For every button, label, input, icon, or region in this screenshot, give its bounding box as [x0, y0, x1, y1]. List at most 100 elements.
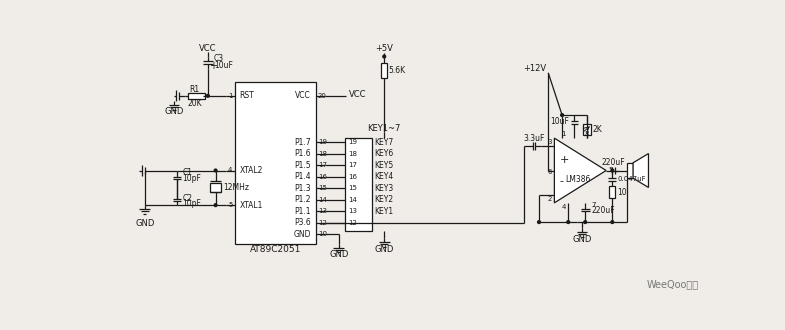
Text: R1: R1	[190, 85, 200, 94]
Text: RST: RST	[239, 91, 254, 100]
Text: VCC: VCC	[349, 90, 367, 99]
Text: 10pF: 10pF	[182, 174, 201, 183]
Text: 18: 18	[318, 150, 327, 156]
Text: VCC: VCC	[295, 91, 311, 100]
Text: KEY1: KEY1	[374, 207, 393, 216]
Text: 17: 17	[348, 162, 357, 168]
Text: 20: 20	[318, 93, 327, 99]
Text: 5: 5	[608, 168, 613, 174]
Text: 10uF: 10uF	[550, 117, 569, 126]
Text: KEY6: KEY6	[374, 149, 393, 158]
Text: GND: GND	[572, 235, 592, 244]
Bar	[188, 93, 205, 99]
Text: 20K: 20K	[188, 99, 202, 108]
Text: 1: 1	[561, 131, 566, 137]
Text: P1.5: P1.5	[294, 161, 311, 170]
Text: GND: GND	[164, 108, 184, 116]
Bar	[235, 82, 316, 244]
Circle shape	[383, 55, 385, 58]
Text: AT89C2051: AT89C2051	[250, 245, 301, 254]
Bar	[210, 183, 221, 192]
Text: 1: 1	[228, 93, 232, 99]
Text: 5: 5	[228, 202, 232, 208]
Text: P3.6: P3.6	[294, 218, 311, 227]
Bar	[583, 124, 590, 135]
Text: 12: 12	[348, 220, 357, 226]
Text: +12V: +12V	[523, 64, 546, 73]
Text: 16: 16	[318, 174, 327, 180]
Text: 19: 19	[318, 139, 327, 145]
Text: P1.2: P1.2	[294, 195, 311, 204]
Text: C1: C1	[182, 168, 192, 177]
Text: 4: 4	[561, 204, 566, 210]
Text: 14: 14	[318, 197, 327, 203]
Text: 15: 15	[318, 185, 327, 191]
Text: 10: 10	[318, 231, 327, 237]
Text: 18: 18	[348, 150, 357, 156]
Text: P1.3: P1.3	[294, 184, 311, 193]
Text: 220uF: 220uF	[591, 206, 615, 215]
Text: 0.047uF: 0.047uF	[618, 176, 646, 182]
Bar	[382, 63, 387, 78]
Polygon shape	[554, 138, 606, 203]
Text: 14: 14	[348, 197, 357, 203]
Text: 4: 4	[228, 168, 232, 174]
Circle shape	[584, 221, 586, 223]
Circle shape	[567, 221, 570, 223]
Text: GND: GND	[329, 250, 349, 259]
Text: 10uF: 10uF	[214, 60, 233, 70]
Text: P1.4: P1.4	[294, 172, 311, 181]
Text: C2: C2	[182, 194, 192, 204]
Text: 15: 15	[348, 185, 357, 191]
Text: KEY1~7: KEY1~7	[367, 124, 401, 133]
Text: 13: 13	[318, 208, 327, 214]
Text: 2K: 2K	[592, 125, 602, 134]
Text: 8: 8	[585, 131, 589, 137]
Polygon shape	[633, 153, 648, 187]
Text: KEY3: KEY3	[374, 184, 393, 193]
Text: P1.6: P1.6	[294, 149, 311, 158]
Text: 17: 17	[318, 162, 327, 168]
Text: GND: GND	[135, 219, 155, 228]
Text: WeeQoo维库: WeeQoo维库	[647, 280, 699, 289]
Text: 2: 2	[548, 196, 552, 202]
Circle shape	[611, 169, 614, 172]
Text: 12MHz: 12MHz	[223, 183, 250, 192]
Text: P1.1: P1.1	[294, 207, 311, 216]
Text: KEY4: KEY4	[374, 172, 393, 181]
Bar	[345, 138, 372, 231]
Text: 220uF: 220uF	[601, 158, 625, 167]
Text: 12: 12	[318, 220, 327, 226]
Text: 3.3uF: 3.3uF	[524, 134, 545, 144]
Text: KEY5: KEY5	[374, 161, 393, 170]
Text: +: +	[560, 155, 569, 165]
Text: P1.7: P1.7	[294, 138, 311, 147]
Text: GND: GND	[294, 230, 311, 239]
Text: VCC: VCC	[199, 44, 217, 53]
Text: XTAL1: XTAL1	[239, 201, 263, 210]
Bar	[627, 163, 633, 178]
Text: 5.6K: 5.6K	[389, 66, 406, 75]
Circle shape	[611, 221, 614, 223]
Text: +: +	[210, 61, 217, 71]
Text: 3: 3	[548, 139, 552, 145]
Text: -: -	[560, 176, 564, 186]
Text: 6: 6	[548, 169, 552, 175]
Circle shape	[206, 94, 210, 97]
Text: +5V: +5V	[375, 44, 393, 53]
Text: KEY7: KEY7	[374, 138, 393, 147]
Text: C3: C3	[214, 54, 225, 63]
Text: 10: 10	[618, 187, 627, 197]
Text: 19: 19	[348, 139, 357, 145]
Text: GND: GND	[374, 245, 394, 253]
Circle shape	[214, 169, 217, 172]
Text: XTAL2: XTAL2	[239, 166, 263, 175]
Text: 7: 7	[591, 202, 596, 208]
Text: 13: 13	[348, 208, 357, 214]
Circle shape	[560, 114, 564, 116]
Bar	[609, 186, 615, 198]
Text: 16: 16	[348, 174, 357, 180]
Text: 10pF: 10pF	[182, 199, 201, 208]
Text: KEY2: KEY2	[374, 195, 393, 204]
Circle shape	[214, 204, 217, 207]
